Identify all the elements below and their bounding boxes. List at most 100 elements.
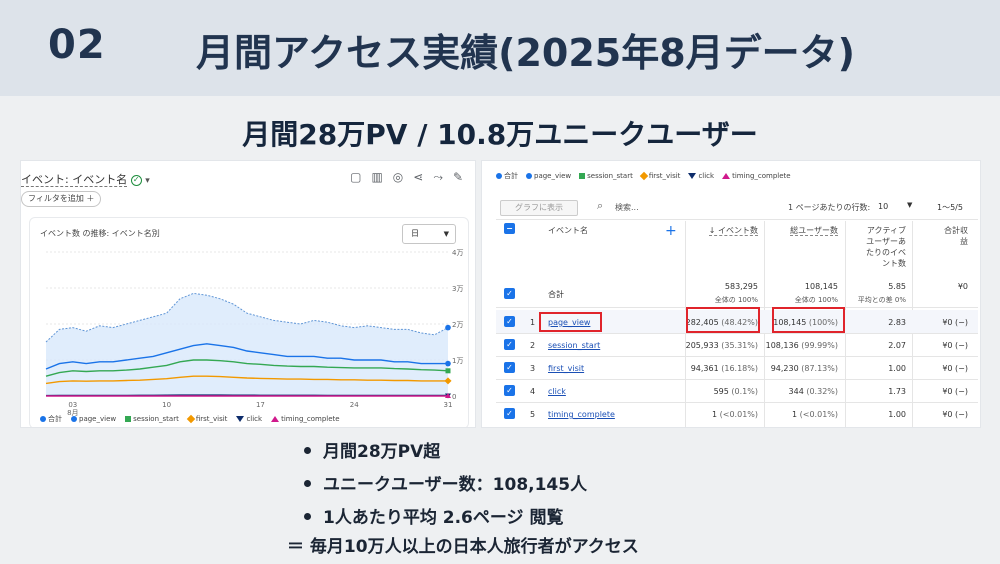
- add-dimension-icon[interactable]: +: [665, 223, 677, 239]
- row-users: 108,145 (100%): [764, 318, 838, 327]
- bullet-dot: [304, 446, 311, 454]
- row-checkbox[interactable]: ✓: [504, 316, 515, 327]
- total-users-sub: 全体の 100%: [794, 296, 838, 304]
- row-event-name-link[interactable]: click: [548, 387, 566, 396]
- legend-item: 合計: [496, 171, 518, 181]
- search-icon[interactable]: ⌕: [597, 199, 604, 212]
- search-input[interactable]: 検索...: [615, 203, 639, 212]
- users-value: 108,136: [765, 341, 799, 350]
- row-users: 108,136 (99.99%): [764, 341, 838, 350]
- edit-icon[interactable]: ✎: [452, 170, 463, 184]
- totals-checkbox[interactable]: ✓: [504, 288, 515, 299]
- legend-item[interactable]: timing_complete: [271, 414, 340, 424]
- y-tick-label: 1万: [452, 357, 463, 365]
- divider: [496, 402, 978, 403]
- legend-marker: [526, 173, 532, 179]
- row-checkbox[interactable]: ✓: [504, 339, 515, 350]
- row-event-name-link[interactable]: session_start: [548, 341, 601, 350]
- legend-label: click: [698, 172, 715, 180]
- row-checkbox[interactable]: ✓: [504, 408, 515, 419]
- insights-icon[interactable]: ◎: [392, 170, 404, 184]
- select-all-checkbox[interactable]: −: [504, 223, 515, 234]
- row-revenue: ¥0 (−): [942, 410, 968, 419]
- count-pct: (35.31%): [721, 341, 758, 350]
- legend-marker: [579, 173, 586, 179]
- add-filter-button[interactable]: フィルタを追加 ＋: [21, 191, 102, 207]
- share-icon[interactable]: ⋖: [413, 170, 424, 184]
- users-value: 94,230: [770, 364, 799, 373]
- col-event-count[interactable]: ↓ イベント数: [694, 225, 758, 236]
- legend-item[interactable]: click: [236, 414, 262, 424]
- legend-item[interactable]: session_start: [125, 414, 179, 424]
- series-line-page_view: [45, 343, 448, 370]
- period-select[interactable]: 日 ▼: [402, 224, 456, 244]
- col-total-users[interactable]: 総ユーザー数: [774, 225, 838, 236]
- count-value: 205,933: [685, 341, 719, 350]
- chevron-down-icon: ▾: [145, 176, 150, 186]
- legend-item: session_start: [579, 171, 633, 181]
- bullet-text: 1人あたり平均 2.6ページ 閲覧: [323, 508, 564, 528]
- col-header-line: 合計収: [944, 226, 968, 235]
- plot-rows-button[interactable]: グラフに表示: [500, 200, 578, 216]
- users-pct: (87.13%): [801, 364, 838, 373]
- note-icon[interactable]: ▢: [350, 170, 362, 184]
- row-highlight: [496, 310, 978, 333]
- col-revenue[interactable]: 合計収 益: [918, 225, 968, 247]
- row-index: 1: [530, 318, 536, 327]
- users-pct: (<0.01%): [799, 410, 838, 419]
- row-checkbox[interactable]: ✓: [504, 385, 515, 396]
- period-value: 日: [411, 229, 419, 238]
- bullet-dot: [304, 512, 311, 520]
- count-value: 282,405: [685, 318, 719, 327]
- row-revenue: ¥0 (−): [942, 364, 968, 373]
- row-per-user: 1.00: [888, 364, 906, 373]
- rows-per-page-select[interactable]: 10: [878, 202, 889, 211]
- bullet-item: ユニークユーザー数：108,145人: [304, 470, 587, 495]
- row-index: 2: [530, 341, 536, 350]
- compare-icon[interactable]: ▥: [371, 170, 383, 184]
- x-tick-label: 31: [444, 401, 453, 409]
- chevron-down-icon[interactable]: ▼: [907, 201, 913, 209]
- count-pct: (48.42%): [721, 318, 758, 327]
- dimension-selector[interactable]: イベント: イベント名 ✓ ▾: [21, 171, 150, 187]
- row-revenue: ¥0 (−): [942, 318, 968, 327]
- series-end-marker: [444, 377, 452, 385]
- divider: [496, 356, 978, 357]
- row-event-name-link[interactable]: first_visit: [548, 364, 585, 373]
- row-checkbox[interactable]: ✓: [504, 362, 515, 373]
- legend-marker: [271, 416, 280, 422]
- col-header-line: たりのイベ: [866, 248, 906, 257]
- analytics-table-panel: 合計 page_view session_start first_visit c…: [481, 160, 981, 428]
- total-per-user-sub: 平均との差 0%: [857, 296, 906, 304]
- row-event-count: 595 (0.1%): [682, 387, 758, 396]
- legend-item[interactable]: page_view: [71, 414, 116, 424]
- col-event-name[interactable]: イベント名: [548, 226, 588, 235]
- row-event-name-link[interactable]: timing_complete: [548, 410, 615, 419]
- y-tick-label: 2万: [452, 321, 463, 329]
- row-users: 94,230 (87.13%): [764, 364, 838, 373]
- table-legend: 合計 page_view session_start first_visit c…: [496, 171, 791, 181]
- row-event-name-link[interactable]: page_view: [548, 318, 591, 327]
- legend-item[interactable]: first_visit: [186, 414, 228, 424]
- col-events-per-user[interactable]: アクティブ ユーザーあ たりのイベ ント数: [848, 225, 906, 269]
- row-per-user: 2.07: [888, 341, 906, 350]
- highlight-box: [539, 312, 602, 332]
- total-per-user: 5.85: [888, 282, 906, 291]
- legend-label: 合計: [48, 415, 62, 423]
- bullet-dot: [304, 479, 311, 487]
- legend-item[interactable]: 合計: [40, 414, 62, 424]
- legend-marker: [236, 416, 245, 422]
- legend-item: page_view: [526, 171, 571, 181]
- users-pct: (100%): [808, 318, 838, 327]
- trend-icon[interactable]: ⤳: [433, 170, 443, 184]
- total-event-count-sub: 全体の 100%: [714, 296, 758, 304]
- y-tick-label: 0: [452, 393, 456, 401]
- legend-marker: [186, 414, 196, 424]
- legend-marker: [639, 171, 649, 181]
- row-per-user: 1.00: [888, 410, 906, 419]
- row-revenue: ¥0 (−): [942, 387, 968, 396]
- row-per-user: 2.83: [888, 318, 906, 327]
- series-line-total: [45, 292, 449, 343]
- legend-label: first_visit: [195, 415, 228, 423]
